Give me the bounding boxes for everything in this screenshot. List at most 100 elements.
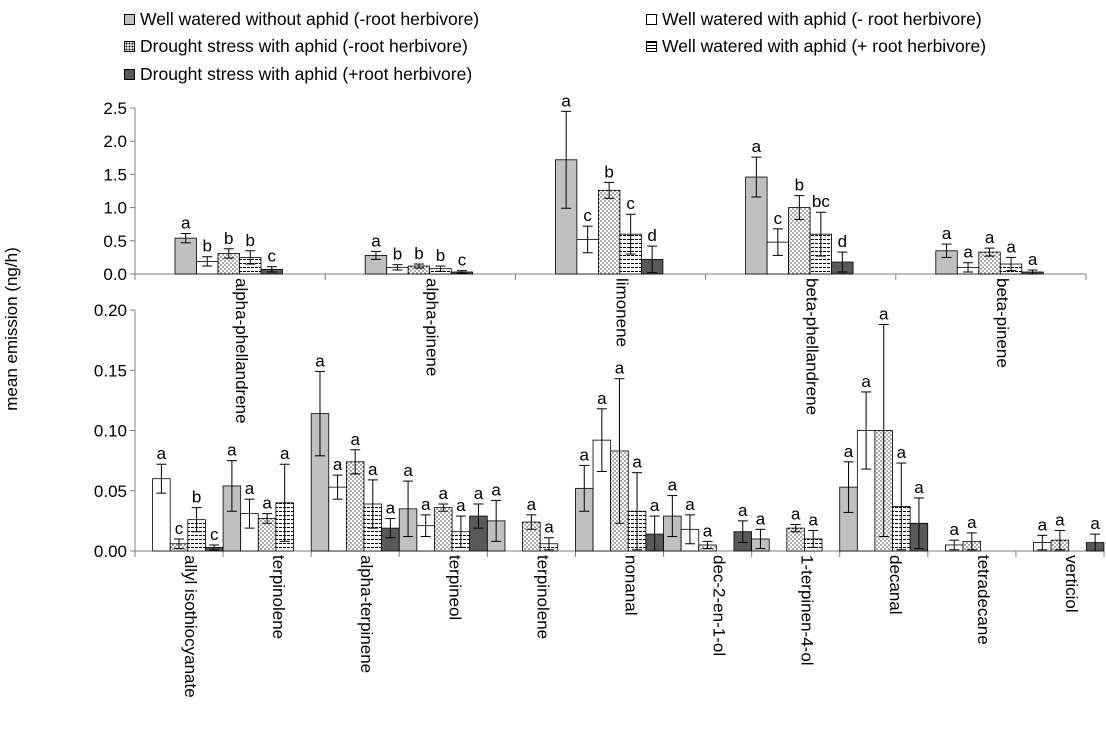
significance-letter: b [246,231,255,250]
significance-letter: b [224,229,233,248]
significance-letter: a [738,501,748,520]
category-label: dec-2-en-1-ol [710,555,729,656]
significance-letter: a [456,496,466,515]
category-label: beta-pinene [993,278,1012,368]
significance-letter: a [262,494,272,513]
category-label: decanal [886,555,905,615]
significance-letter: a [227,441,237,460]
significance-letter: a [491,480,501,499]
category-label: terpineol [445,555,464,620]
significance-letter: a [1090,514,1100,533]
significance-letter: a [897,443,907,462]
significance-letter: a [439,484,449,503]
y-tick-label: 0.20 [94,301,127,320]
significance-letter: a [914,478,924,497]
significance-letter: a [844,442,854,461]
significance-letter: a [315,351,325,370]
category-label: terpinolene [269,555,288,639]
significance-letter: c [583,206,592,225]
significance-letter: a [544,518,554,537]
significance-letter: b [436,246,445,265]
category-label: allyl isothiocyanate [181,555,200,698]
category-label: beta-phellandrene [803,278,822,415]
significance-letter: a [580,445,590,464]
y-tick-label: 2.5 [103,99,127,118]
significance-letter: a [181,213,191,232]
significance-letter: a [1006,237,1016,256]
bar [346,462,364,551]
significance-letter: a [809,511,819,530]
bar [434,508,452,551]
category-label: alpha-phellandrene [232,278,251,424]
significance-letter: a [632,453,642,472]
significance-letter: a [597,389,607,408]
category-label: alpha-terpinene [357,555,376,673]
significance-letter: a [963,243,973,262]
significance-letter: a [756,509,766,528]
significance-letter: a [685,495,695,514]
significance-letter: b [414,244,423,263]
significance-letter: a [368,460,378,479]
significance-letter: a [967,513,977,532]
significance-letter: c [626,194,635,213]
significance-letter: b [604,162,613,181]
significance-letter: c [458,251,467,270]
y-tick-label: 0.05 [94,482,127,501]
significance-letter: a [1038,515,1048,534]
significance-letter: a [615,359,625,378]
significance-letter: a [333,455,343,474]
significance-letter: a [949,520,959,539]
top-panel: 0.00.51.01.52.02.5ab b bcalpha-phellandren… [103,91,1086,423]
significance-letter: c [774,209,783,228]
significance-letter: a [752,137,762,156]
significance-letter: a [561,91,571,110]
y-tick-label: 1.5 [103,165,127,184]
significance-letter: c [268,247,277,266]
significance-letter: a [245,479,255,498]
significance-letter: a [527,495,537,514]
significance-letter: a [371,231,381,250]
significance-letter: a [650,496,660,515]
category-label: tetradecane [974,555,993,645]
significance-letter: a [791,504,801,523]
category-label: limonene [613,278,632,347]
significance-letter: a [350,430,360,449]
significance-letter: a [280,444,290,463]
significance-letter: a [985,228,995,247]
bar [175,238,197,274]
significance-letter: b [203,237,212,256]
y-tick-label: 1.0 [103,199,127,218]
significance-letter: a [703,521,713,540]
y-tick-label: 0.0 [103,265,127,284]
y-tick-label: 0.10 [94,422,127,441]
significance-letter: a [861,372,871,391]
category-label: alpha-pinene [422,278,441,376]
significance-letter: a [668,476,678,495]
significance-letter: a [879,304,889,323]
significance-letter: b [795,176,804,195]
significance-letter: bc [812,192,830,211]
significance-letter: a [421,495,431,514]
significance-letter: d [838,232,847,251]
y-tick-label: 0.00 [94,542,127,561]
significance-letter: a [1028,250,1038,269]
y-tick-label: 0.5 [103,232,127,251]
significance-letter: c [210,525,219,544]
category-label: nonanal [622,555,641,616]
category-label: terpinolene [533,555,552,639]
significance-letter: b [393,245,402,264]
significance-letter: a [157,444,167,463]
y-tick-label: 0.15 [94,361,127,380]
significance-letter: a [942,224,952,243]
significance-letter: b [192,488,201,507]
category-label: verticiol [1062,555,1081,613]
significance-letter: a [1055,511,1065,530]
significance-letter: a [386,498,396,517]
significance-letter: a [474,484,484,503]
significance-letter: c [175,519,184,538]
bar [598,190,620,274]
significance-letter: d [647,226,656,245]
category-label: 1-terpinen-4-ol [798,555,817,666]
